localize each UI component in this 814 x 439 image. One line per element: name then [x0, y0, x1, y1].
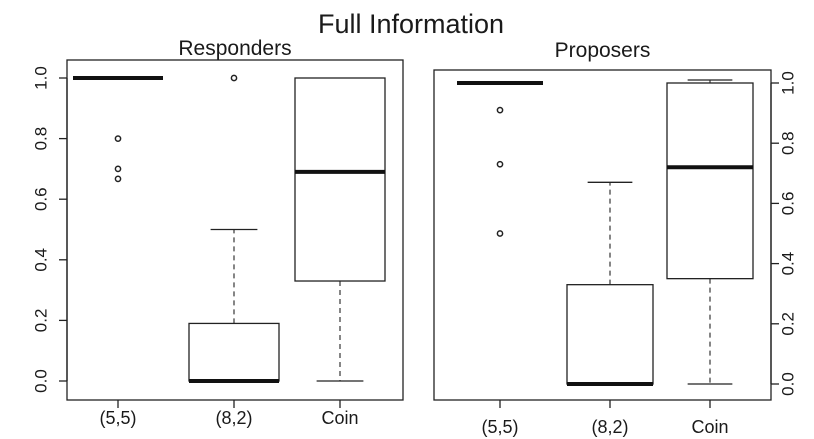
y-tick-label: 0.2 [779, 312, 798, 336]
x-tick-label: (8,2) [215, 408, 252, 428]
x-tick-label: Coin [321, 408, 358, 428]
y-tick-label: 0.2 [32, 309, 51, 333]
outlier-point [114, 165, 122, 173]
box-(5,5) [457, 81, 543, 237]
outlier-point [496, 106, 504, 114]
box-(8,2) [566, 181, 654, 386]
y-tick-label: 0.0 [779, 372, 798, 396]
box-(5,5) [73, 76, 163, 183]
x-tick-label: (5,5) [481, 417, 518, 437]
figure-title: Full Information [318, 9, 504, 39]
y-tick-label: 0.8 [32, 127, 51, 151]
y-tick-label: 0.4 [779, 252, 798, 276]
outlier-point [496, 160, 504, 168]
panel-title: Responders [178, 37, 291, 60]
y-tick-label: 0.0 [32, 369, 51, 393]
y-tick-label: 0.6 [32, 187, 51, 211]
box-body [188, 322, 280, 382]
y-tick-label: 0.8 [779, 131, 798, 155]
box-(8,2) [188, 74, 280, 383]
box-body [566, 284, 654, 385]
y-tick-label: 1.0 [779, 71, 798, 95]
panels: Responders 0.0 0.2 0.4 0.6 0.8 1.0 (5,5) (8,2) Co… [32, 37, 798, 437]
box-body [294, 77, 386, 282]
x-tick-label: Coin [691, 417, 728, 437]
panel-proposers: Proposers 0.0 0.2 0.4 0.6 0.8 1.0 (5,5) (8,2) Coi… [433, 39, 798, 437]
y-tick-label: 0.6 [779, 192, 798, 216]
outlier-point [114, 135, 122, 142]
panel-title: Proposers [555, 39, 651, 62]
x-tick-label: (8,2) [591, 417, 628, 437]
box-Coin [666, 79, 754, 385]
y-tick-label: 1.0 [32, 66, 51, 90]
x-tick-label: (5,5) [99, 408, 136, 428]
panel-responders: Responders 0.0 0.2 0.4 0.6 0.8 1.0 (5,5) (8,2) Co… [32, 37, 404, 428]
box-Coin [294, 77, 386, 382]
y-tick-label: 0.4 [32, 248, 51, 272]
outlier-point [496, 230, 504, 237]
outlier-point [230, 74, 238, 82]
outlier-point [114, 175, 122, 183]
box-body [666, 82, 754, 280]
